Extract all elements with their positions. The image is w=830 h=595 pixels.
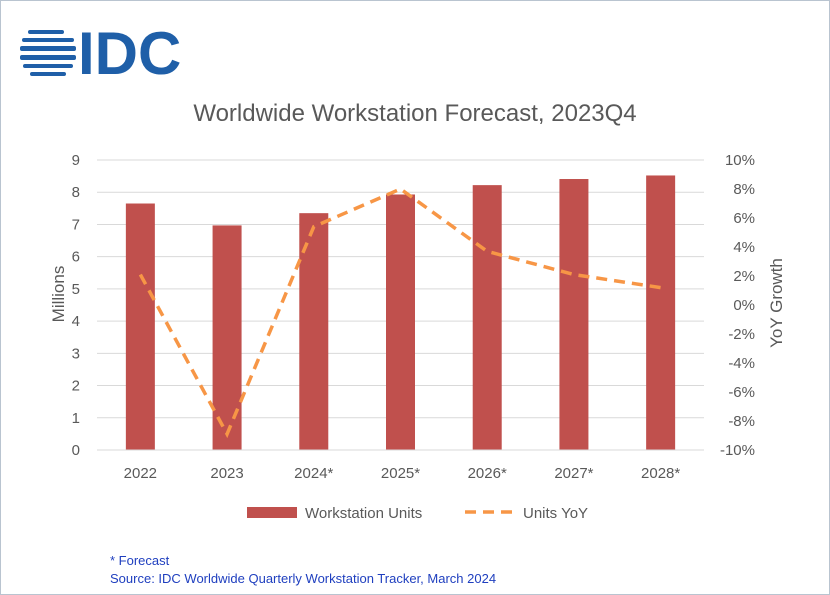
legend-label-line: Units YoY xyxy=(523,505,588,522)
y-tick-label: 7 xyxy=(72,216,80,233)
idc-logo: IDC xyxy=(20,20,181,80)
y-tick-label: 6 xyxy=(72,249,80,266)
y-axis-title: Millions xyxy=(49,266,68,323)
chart-title: Worldwide Workstation Forecast, 2023Q4 xyxy=(193,100,637,127)
bar-workstation-units xyxy=(559,179,589,450)
y-tick-label: 5 xyxy=(72,281,80,298)
globe-icon xyxy=(20,30,76,76)
y-tick-label: 3 xyxy=(72,345,80,362)
x-tick-label: 2023 xyxy=(210,465,243,482)
y-tick-label: 1 xyxy=(72,410,80,427)
y2-tick-label: -4% xyxy=(728,355,755,372)
y2-tick-label: 8% xyxy=(733,181,755,198)
legend-swatch-bar xyxy=(247,507,297,518)
y2-tick-label: 2% xyxy=(733,268,755,285)
y-tick-label: 9 xyxy=(72,152,80,169)
y-tick-label: 2 xyxy=(72,378,80,395)
logo-text: IDC xyxy=(78,20,181,80)
y-tick-label: 0 xyxy=(72,442,80,459)
y2-tick-label: -10% xyxy=(720,442,755,459)
forecast-note: * Forecast xyxy=(110,553,170,568)
x-tick-label: 2026* xyxy=(468,465,507,482)
y2-axis-title: YoY Growth xyxy=(767,258,786,348)
x-tick-label: 2027* xyxy=(554,465,593,482)
y2-tick-label: 4% xyxy=(733,239,755,256)
x-tick-label: 2022 xyxy=(124,465,157,482)
y2-tick-label: -6% xyxy=(728,384,755,401)
bar-workstation-units xyxy=(646,175,676,450)
y2-tick-label: 10% xyxy=(725,152,755,169)
bar-workstation-units xyxy=(212,225,242,450)
bar-workstation-units xyxy=(386,194,415,450)
y2-tick-label: 0% xyxy=(733,297,755,314)
x-tick-label: 2025* xyxy=(381,465,420,482)
x-tick-label: 2028* xyxy=(641,465,680,482)
x-tick-label: 2024* xyxy=(294,465,333,482)
bar-workstation-units xyxy=(472,185,502,450)
y2-tick-label: -8% xyxy=(728,413,755,430)
bar-workstation-units xyxy=(125,203,155,450)
y-tick-label: 4 xyxy=(72,313,80,330)
source-note: Source: IDC Worldwide Quarterly Workstat… xyxy=(110,571,497,586)
y2-tick-label: -2% xyxy=(728,326,755,343)
y-tick-label: 8 xyxy=(72,184,80,201)
legend-label-bar: Workstation Units xyxy=(305,505,422,522)
y2-tick-label: 6% xyxy=(733,210,755,227)
